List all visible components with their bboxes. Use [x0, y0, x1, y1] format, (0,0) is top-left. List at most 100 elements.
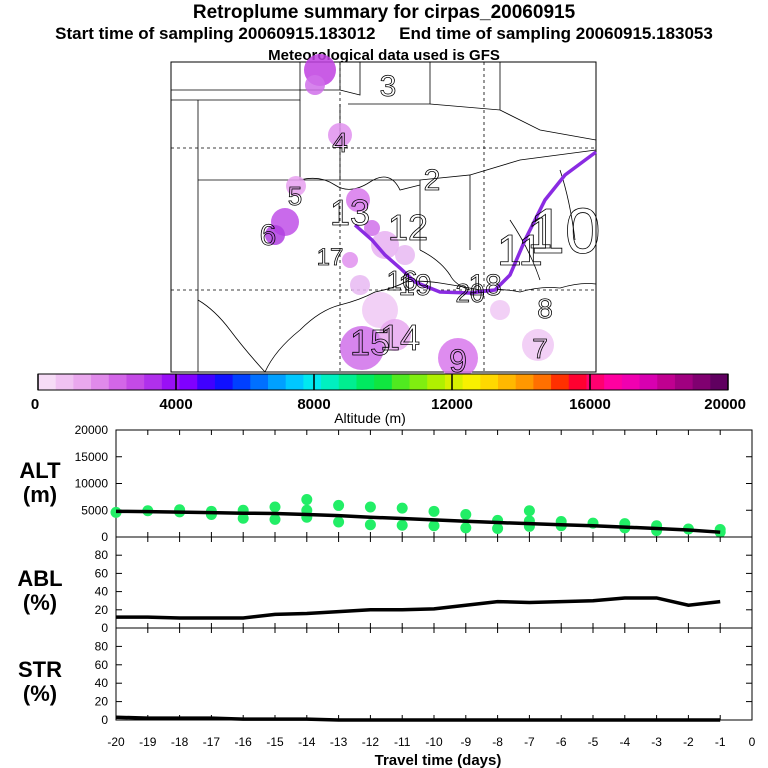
y-tick-label: 10000 [75, 477, 109, 491]
panel-title: STR [18, 657, 62, 682]
scatter-point [396, 519, 408, 531]
plume-blob [342, 252, 358, 268]
colorbar-cell [639, 374, 658, 390]
colorbar-tick-label: 12000 [431, 396, 473, 413]
scatter-point [364, 501, 376, 513]
day-label: 12 [388, 207, 428, 248]
day-label: 2 [424, 164, 441, 197]
scatter-point [428, 505, 440, 517]
panel-title: (%) [23, 590, 57, 615]
day-label: 14 [380, 317, 420, 358]
colorbar-cell [214, 374, 234, 390]
scatter-point [237, 512, 249, 524]
day-label: 10 [529, 195, 600, 267]
day-label: 20 [456, 278, 485, 308]
colorbar-label: Altitude (m) [334, 410, 406, 426]
altitude-colorbar: 0 4000 8000 12000 16000 20000 Altitude (m) [31, 373, 746, 426]
scatter-point [364, 519, 376, 531]
day-label: 19 [398, 269, 431, 302]
colorbar-tick-label: 20000 [704, 396, 746, 413]
day-label: 6 [260, 219, 277, 252]
plume-blob [328, 123, 352, 147]
x-tick-labels: -20 -19 -18 -17 -16 -15 -14 -13 -12 -11 -10 -9 -8 -7-… [107, 735, 755, 749]
x-tick-label: -8 [492, 735, 503, 749]
colorbar-cell [515, 374, 534, 390]
colorbar-tick-label: 16000 [569, 396, 611, 413]
x-tick-label: -6 [556, 735, 567, 749]
colorbar-cell [321, 374, 340, 390]
panel-abl: ABL(%) 0 20 40 60 80 [17, 536, 753, 635]
panel-title: (%) [23, 681, 57, 706]
plume-blob [265, 225, 285, 245]
sampling-times: Start time of sampling 20060915.183012 E… [0, 24, 768, 44]
day-label: 1 [528, 209, 552, 258]
x-tick-label: -19 [139, 735, 157, 749]
plume-blob [340, 326, 384, 370]
day-label: 3 [380, 70, 397, 103]
colorbar-cell [55, 374, 74, 390]
panel-alt: ALT(m) 0 5000 10000 15000 20000 [19, 423, 753, 544]
panel-frame [115, 536, 753, 629]
plume-blob [438, 338, 478, 378]
x-tick-label: -16 [235, 735, 253, 749]
colorbar-cell [498, 374, 517, 390]
plume-blob [371, 231, 399, 259]
colorbar-cell [604, 374, 623, 390]
x-tick-label: -13 [330, 735, 348, 749]
x-tick-label: -9 [460, 735, 471, 749]
y-tick-label: 60 [95, 566, 109, 580]
series-line [115, 715, 721, 722]
panel-title: ABL [17, 566, 62, 591]
y-tick-label: 0 [101, 713, 108, 727]
scatter-point [428, 520, 440, 532]
x-tick-label: -7 [524, 735, 535, 749]
day-label: 17 [317, 244, 344, 271]
colorbar-cell [586, 374, 605, 390]
plume-blob [490, 300, 510, 320]
y-tick-label: 20 [95, 603, 109, 617]
plume-blob [305, 75, 325, 95]
day-label: 15 [350, 322, 390, 363]
panel-frame [115, 627, 753, 721]
colorbar-cell [197, 374, 216, 390]
scatter-point [301, 494, 313, 506]
x-tick-label: -11 [394, 735, 411, 749]
y-tick-label: 5000 [81, 503, 108, 517]
end-time: End time of sampling 20060915.183053 [399, 24, 713, 43]
day-label: 8 [537, 293, 553, 324]
y-tick-label: 80 [95, 639, 109, 653]
colorbar-cell [674, 374, 694, 390]
x-axis-label: Travel time (days) [375, 752, 502, 768]
x-tick-label: -18 [171, 735, 189, 749]
colorbar-cell [356, 374, 375, 390]
time-series-panels: ALT(m)05000100001500020000ABL(%)02040608… [17, 423, 755, 749]
scatter-point [269, 501, 281, 513]
colorbar-cell [657, 374, 676, 390]
panel-title: ALT [19, 458, 61, 483]
colorbar-cell [144, 374, 163, 390]
colorbar-cell [621, 374, 641, 390]
day-label: 13 [330, 192, 370, 233]
colorbar-cell [551, 374, 570, 390]
colorbar-cell [285, 374, 304, 390]
scatter-point [333, 499, 345, 511]
plume-blob [395, 245, 415, 265]
plume-centerline [353, 150, 598, 295]
colorbar-cell [710, 374, 729, 390]
x-tick-label: -20 [107, 735, 125, 749]
x-tick-label: -10 [425, 735, 443, 749]
scatter-point [492, 522, 504, 534]
colorbar-cell [391, 374, 411, 390]
y-tick-label: 15000 [75, 450, 109, 464]
colorbar-cell [232, 374, 251, 390]
colorbar-cell [73, 374, 92, 390]
plume-blob [379, 319, 411, 351]
y-tick-label: 40 [95, 676, 109, 690]
x-tick-label: -3 [651, 735, 662, 749]
y-tick-label: 40 [95, 585, 109, 599]
colorbar-cell [374, 374, 393, 390]
x-tick-label: -4 [619, 735, 630, 749]
plume-blob [350, 275, 370, 295]
colorbar-cell [179, 374, 198, 390]
